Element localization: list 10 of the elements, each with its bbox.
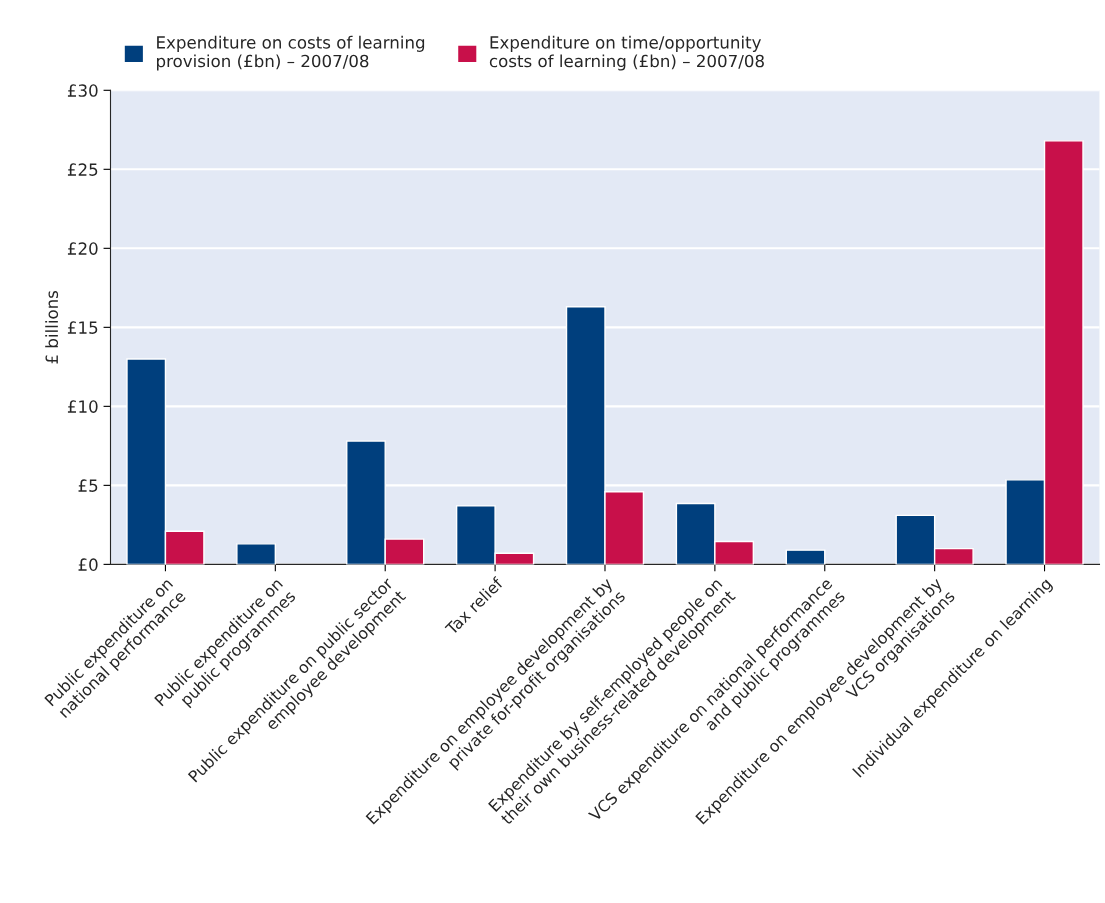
y-tick-label: £10 (67, 400, 98, 413)
legend-label: Expenditure on costs of learning provision (£bn) – 2007/08 (157, 35, 425, 71)
y-tick-label: £5 (78, 479, 98, 492)
y-tick-label: £15 (67, 321, 98, 334)
y-axis-title: £ billions (45, 290, 59, 364)
legend-label: Expenditure on time/opportunity costs of learning (£bn) – 2007/08 (489, 35, 764, 71)
y-tick-label: £30 (67, 84, 98, 97)
y-tick-label: £25 (67, 163, 98, 176)
y-tick-label: £20 (67, 242, 98, 255)
y-tick-label: £0 (78, 558, 98, 571)
